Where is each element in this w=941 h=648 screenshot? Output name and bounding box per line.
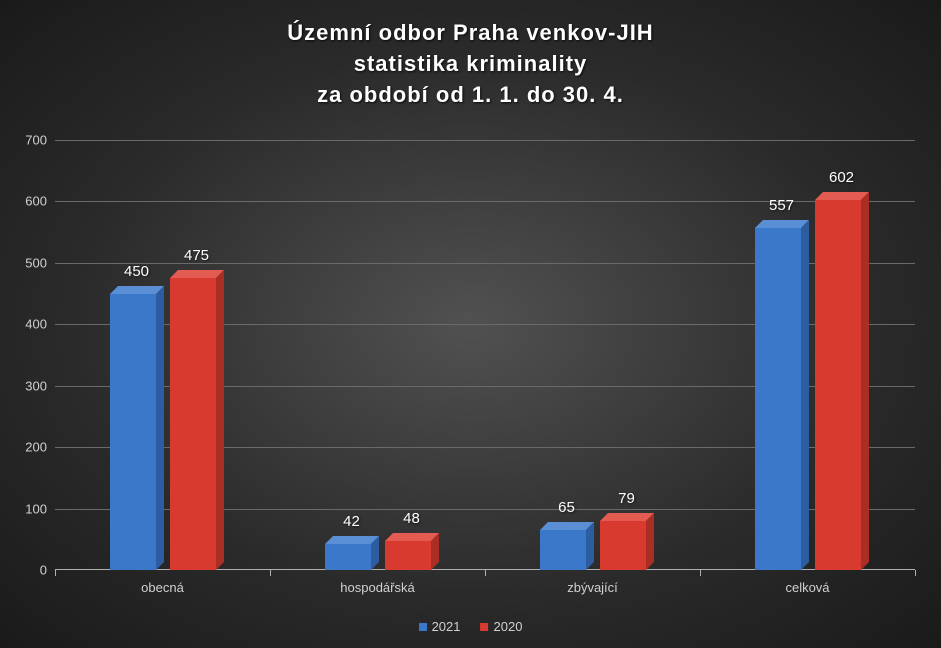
x-axis-label: zbývající	[567, 580, 618, 595]
chart-title: Územní odbor Praha venkov-JIH statistika…	[0, 0, 941, 110]
bar	[170, 278, 216, 570]
title-line-3: za období od 1. 1. do 30. 4.	[0, 80, 941, 111]
data-label: 557	[769, 197, 794, 214]
x-tick	[55, 570, 56, 576]
legend-item-2020: 2020	[481, 619, 523, 634]
legend-label-2020: 2020	[494, 619, 523, 634]
data-label: 602	[829, 169, 854, 186]
bar	[540, 530, 586, 570]
gridline	[55, 140, 915, 141]
bar	[755, 228, 801, 570]
y-axis-label: 100	[25, 501, 47, 516]
legend-swatch-2021	[419, 623, 427, 631]
y-axis-label: 400	[25, 317, 47, 332]
data-label: 79	[618, 490, 635, 507]
title-line-2: statistika kriminality	[0, 49, 941, 80]
bar	[815, 200, 861, 570]
y-axis-label: 600	[25, 194, 47, 209]
data-label: 42	[343, 513, 360, 530]
data-label: 475	[184, 247, 209, 264]
x-axis-label: hospodářská	[340, 580, 414, 595]
bar	[325, 544, 371, 570]
legend: 2021 2020	[419, 619, 523, 634]
bar	[110, 294, 156, 570]
data-label: 48	[403, 510, 420, 527]
legend-label-2021: 2021	[432, 619, 461, 634]
data-label: 65	[558, 499, 575, 516]
legend-swatch-2020	[481, 623, 489, 631]
x-tick	[700, 570, 701, 576]
y-axis-label: 500	[25, 255, 47, 270]
x-tick	[485, 570, 486, 576]
x-tick	[915, 570, 916, 576]
title-line-1: Územní odbor Praha venkov-JIH	[0, 18, 941, 49]
y-axis-label: 300	[25, 378, 47, 393]
plot-area: 0100200300400500600700obecná450475hospod…	[55, 140, 915, 570]
bar	[600, 521, 646, 570]
y-axis-label: 700	[25, 133, 47, 148]
legend-item-2021: 2021	[419, 619, 461, 634]
x-axis-label: obecná	[141, 580, 184, 595]
y-axis-label: 0	[40, 563, 47, 578]
bar	[385, 541, 431, 570]
x-tick	[270, 570, 271, 576]
data-label: 450	[124, 263, 149, 280]
y-axis-label: 200	[25, 440, 47, 455]
chart-container: Územní odbor Praha venkov-JIH statistika…	[0, 0, 941, 648]
x-axis-label: celková	[785, 580, 829, 595]
